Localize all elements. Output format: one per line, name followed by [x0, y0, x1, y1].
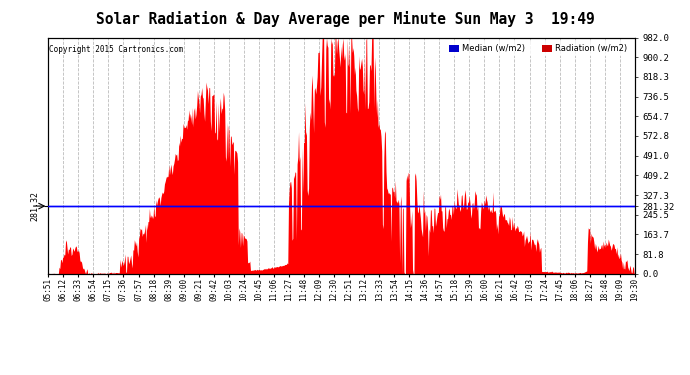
Text: Copyright 2015 Cartronics.com: Copyright 2015 Cartronics.com — [50, 45, 184, 54]
Legend: Median (w/m2), Radiation (w/m2): Median (w/m2), Radiation (w/m2) — [446, 42, 630, 56]
Text: Solar Radiation & Day Average per Minute Sun May 3  19:49: Solar Radiation & Day Average per Minute… — [96, 11, 594, 27]
